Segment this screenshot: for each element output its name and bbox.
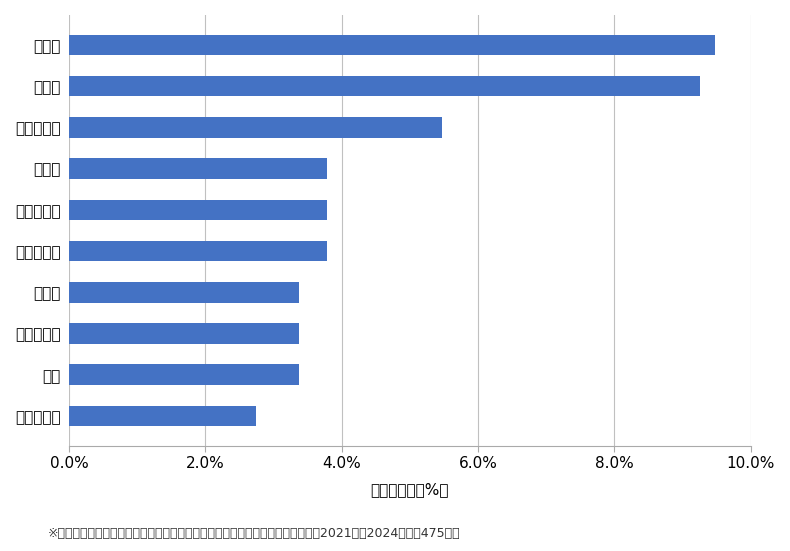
Bar bbox=[69, 35, 715, 55]
X-axis label: 件数の割合（%）: 件数の割合（%） bbox=[371, 483, 450, 498]
Bar bbox=[69, 117, 442, 138]
Bar bbox=[69, 241, 327, 261]
Bar bbox=[69, 158, 327, 179]
Bar bbox=[69, 323, 299, 344]
Bar bbox=[69, 199, 327, 220]
Bar bbox=[69, 282, 299, 302]
Bar bbox=[69, 76, 701, 96]
Text: ※弊社受付の案件を対象に、受付時に市区町村の回答があったものを集計（期間2021年～2024年、計475件）: ※弊社受付の案件を対象に、受付時に市区町村の回答があったものを集計（期間2021… bbox=[47, 527, 460, 540]
Bar bbox=[69, 364, 299, 385]
Bar bbox=[69, 406, 256, 426]
